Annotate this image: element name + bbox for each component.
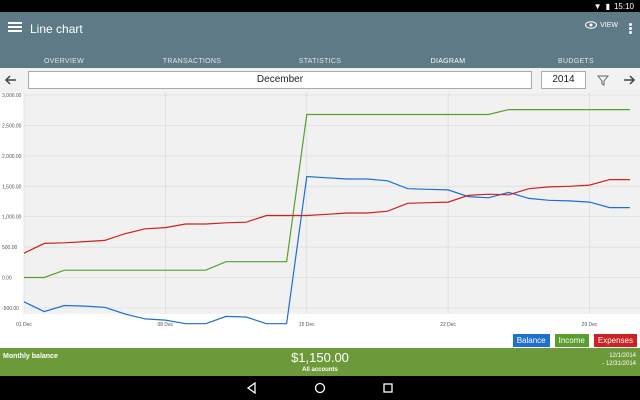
x-tick-label: 29 Dec [582, 322, 598, 328]
monthly-balance-amount: $1,150.00 [291, 350, 349, 365]
month-selector[interactable]: December [28, 71, 532, 89]
y-tick-label: 2,500.00 [2, 123, 22, 129]
x-tick-label: 08 Dec [157, 322, 173, 328]
overflow-menu-icon[interactable] [629, 23, 632, 34]
chart-svg: 3,000.00 2,500.00 2,000.00 1,500.00 1,000.00… [2, 92, 640, 328]
chart-legend: Balance Income Expenses [511, 333, 638, 348]
view-label: VIEW [600, 21, 618, 29]
menu-icon[interactable] [8, 20, 22, 34]
legend-expenses[interactable]: Expenses [592, 333, 638, 348]
y-tick-label: 2,000.00 [2, 154, 22, 160]
year-selector[interactable]: 2014 [541, 71, 586, 89]
series-line-expenses [23, 178, 630, 254]
y-tick-label: 3,000.00 [2, 93, 22, 99]
recents-icon[interactable] [382, 382, 394, 394]
navigation-bar [0, 376, 640, 400]
date-range: 12/1/2014 - 12/31/2014 [602, 352, 636, 368]
date-from: 12/1/2014 [609, 353, 636, 359]
tab-statistics[interactable]: STATISTICS [298, 58, 342, 65]
filter-bar: December 2014 [0, 68, 640, 92]
y-tick-label: 0.00 [2, 276, 12, 282]
y-tick-label: 1,500.00 [2, 184, 22, 190]
app-bar: Line chart VIEW OVERVIEW TRANSACTIONS ST… [0, 12, 640, 80]
previous-arrow-icon[interactable] [4, 73, 18, 87]
battery-icon: ▮ [605, 1, 610, 11]
y-tick-label: 1,000.00 [2, 215, 22, 221]
filter-icon[interactable] [597, 75, 609, 86]
y-tick-label: 500.00 [2, 245, 18, 251]
status-bar: ▼ ▮ 15:10 [0, 0, 640, 12]
series-line-balance [23, 175, 630, 325]
view-button[interactable]: VIEW [585, 21, 618, 29]
status-time: 15:10 [613, 1, 634, 11]
tab-budgets[interactable]: BUDGETS [558, 58, 594, 65]
x-tick-label: 15 Dec [299, 322, 315, 328]
accounts-label: All accounts [302, 367, 338, 373]
monthly-balance-label: Monthly balance [3, 353, 58, 360]
tab-transactions[interactable]: TRANSACTIONS [162, 58, 222, 65]
x-tick-label: 01 Dec [16, 322, 32, 328]
back-icon[interactable] [246, 382, 258, 394]
next-arrow-icon[interactable] [622, 73, 636, 87]
page-title: Line chart [30, 22, 83, 36]
tab-overview[interactable]: OVERVIEW [43, 58, 84, 65]
plot-background [24, 92, 640, 314]
legend-balance[interactable]: Balance [511, 333, 551, 348]
legend-income[interactable]: Income [553, 333, 590, 348]
line-chart: 3,000.00 2,500.00 2,000.00 1,500.00 1,000.00… [0, 92, 640, 348]
wifi-icon: ▼ [593, 1, 602, 11]
date-to: - 12/31/2014 [602, 361, 636, 367]
monthly-balance-bar: Monthly balance $1,150.00 All accounts 1… [0, 348, 640, 376]
eye-icon [585, 21, 598, 29]
y-tick-label: -500.00 [2, 306, 19, 312]
series-line-income [24, 109, 630, 279]
home-icon[interactable] [314, 382, 326, 394]
x-tick-label: 22 Dec [440, 322, 456, 328]
